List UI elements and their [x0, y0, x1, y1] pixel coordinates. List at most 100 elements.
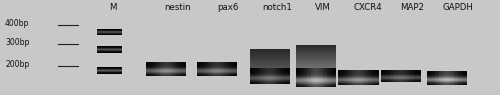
Bar	[250, 53, 290, 54]
Bar	[296, 62, 337, 63]
Bar	[288, 68, 290, 84]
Text: CXCR4: CXCR4	[353, 3, 382, 12]
Bar	[361, 70, 362, 85]
Bar	[296, 63, 337, 64]
Bar	[353, 70, 354, 85]
Bar	[455, 70, 456, 85]
Bar	[197, 67, 237, 68]
Bar	[296, 81, 337, 82]
Bar	[262, 68, 263, 84]
Bar	[284, 68, 286, 84]
Bar	[214, 62, 216, 76]
Bar	[152, 62, 153, 76]
Bar	[252, 68, 254, 84]
Bar	[296, 74, 337, 75]
Bar	[338, 76, 378, 77]
Bar	[296, 58, 337, 59]
Bar	[464, 70, 466, 85]
Bar	[197, 70, 237, 71]
Bar	[296, 53, 337, 54]
Bar	[373, 70, 374, 85]
Bar	[365, 70, 366, 85]
Bar	[432, 70, 434, 85]
Bar	[250, 72, 290, 73]
Bar	[250, 81, 290, 82]
Bar	[166, 62, 168, 76]
Bar	[296, 49, 337, 51]
Bar	[197, 66, 237, 67]
Bar	[326, 68, 327, 87]
Bar	[428, 70, 430, 85]
Bar	[146, 67, 186, 68]
Bar	[412, 70, 413, 82]
Bar	[275, 68, 276, 84]
Bar	[307, 68, 308, 87]
Bar	[178, 62, 180, 76]
Bar	[296, 61, 337, 62]
Bar	[296, 86, 337, 87]
Bar	[438, 70, 439, 85]
Bar	[259, 68, 260, 84]
Bar	[338, 83, 378, 84]
Bar	[296, 60, 337, 61]
Text: MAP2: MAP2	[400, 3, 424, 12]
Bar	[298, 68, 299, 87]
Bar	[250, 73, 290, 74]
Bar	[180, 62, 181, 76]
Bar	[338, 79, 378, 80]
Bar	[296, 54, 337, 55]
Bar	[396, 70, 398, 82]
Bar	[150, 62, 152, 76]
Bar	[146, 72, 186, 73]
Bar	[286, 68, 287, 84]
Bar	[466, 70, 468, 85]
Bar	[308, 68, 310, 87]
Bar	[390, 70, 392, 82]
Bar	[296, 68, 298, 87]
Bar	[296, 77, 337, 78]
Bar	[96, 70, 122, 71]
Bar	[250, 66, 290, 67]
Bar	[380, 76, 421, 77]
Bar	[296, 76, 337, 77]
Bar	[338, 73, 378, 74]
Bar	[146, 69, 186, 70]
Bar	[176, 62, 177, 76]
Bar	[250, 83, 290, 84]
Bar	[271, 68, 272, 84]
Text: 400bp: 400bp	[5, 19, 29, 28]
Text: pax6: pax6	[217, 3, 238, 12]
Bar	[435, 70, 436, 85]
Bar	[439, 70, 440, 85]
Bar	[427, 74, 468, 75]
Bar	[392, 70, 394, 82]
Bar	[146, 74, 186, 75]
Bar	[427, 83, 468, 84]
Bar	[146, 64, 186, 65]
Bar	[300, 68, 302, 87]
Bar	[146, 73, 186, 74]
Bar	[311, 68, 312, 87]
Bar	[206, 62, 208, 76]
Bar	[322, 68, 323, 87]
Bar	[296, 82, 337, 83]
Bar	[204, 62, 205, 76]
Bar	[328, 68, 330, 87]
Bar	[96, 47, 122, 48]
Bar	[296, 47, 337, 48]
Bar	[296, 71, 337, 72]
Bar	[327, 68, 328, 87]
Bar	[348, 70, 349, 85]
Bar	[299, 68, 300, 87]
Bar	[296, 80, 337, 81]
Bar	[264, 68, 266, 84]
Bar	[283, 68, 284, 84]
Bar	[296, 59, 337, 60]
Bar	[250, 69, 290, 70]
Bar	[250, 49, 290, 50]
Bar	[267, 68, 268, 84]
Bar	[146, 62, 186, 63]
Bar	[208, 62, 209, 76]
Bar	[380, 77, 421, 78]
Bar	[205, 62, 206, 76]
